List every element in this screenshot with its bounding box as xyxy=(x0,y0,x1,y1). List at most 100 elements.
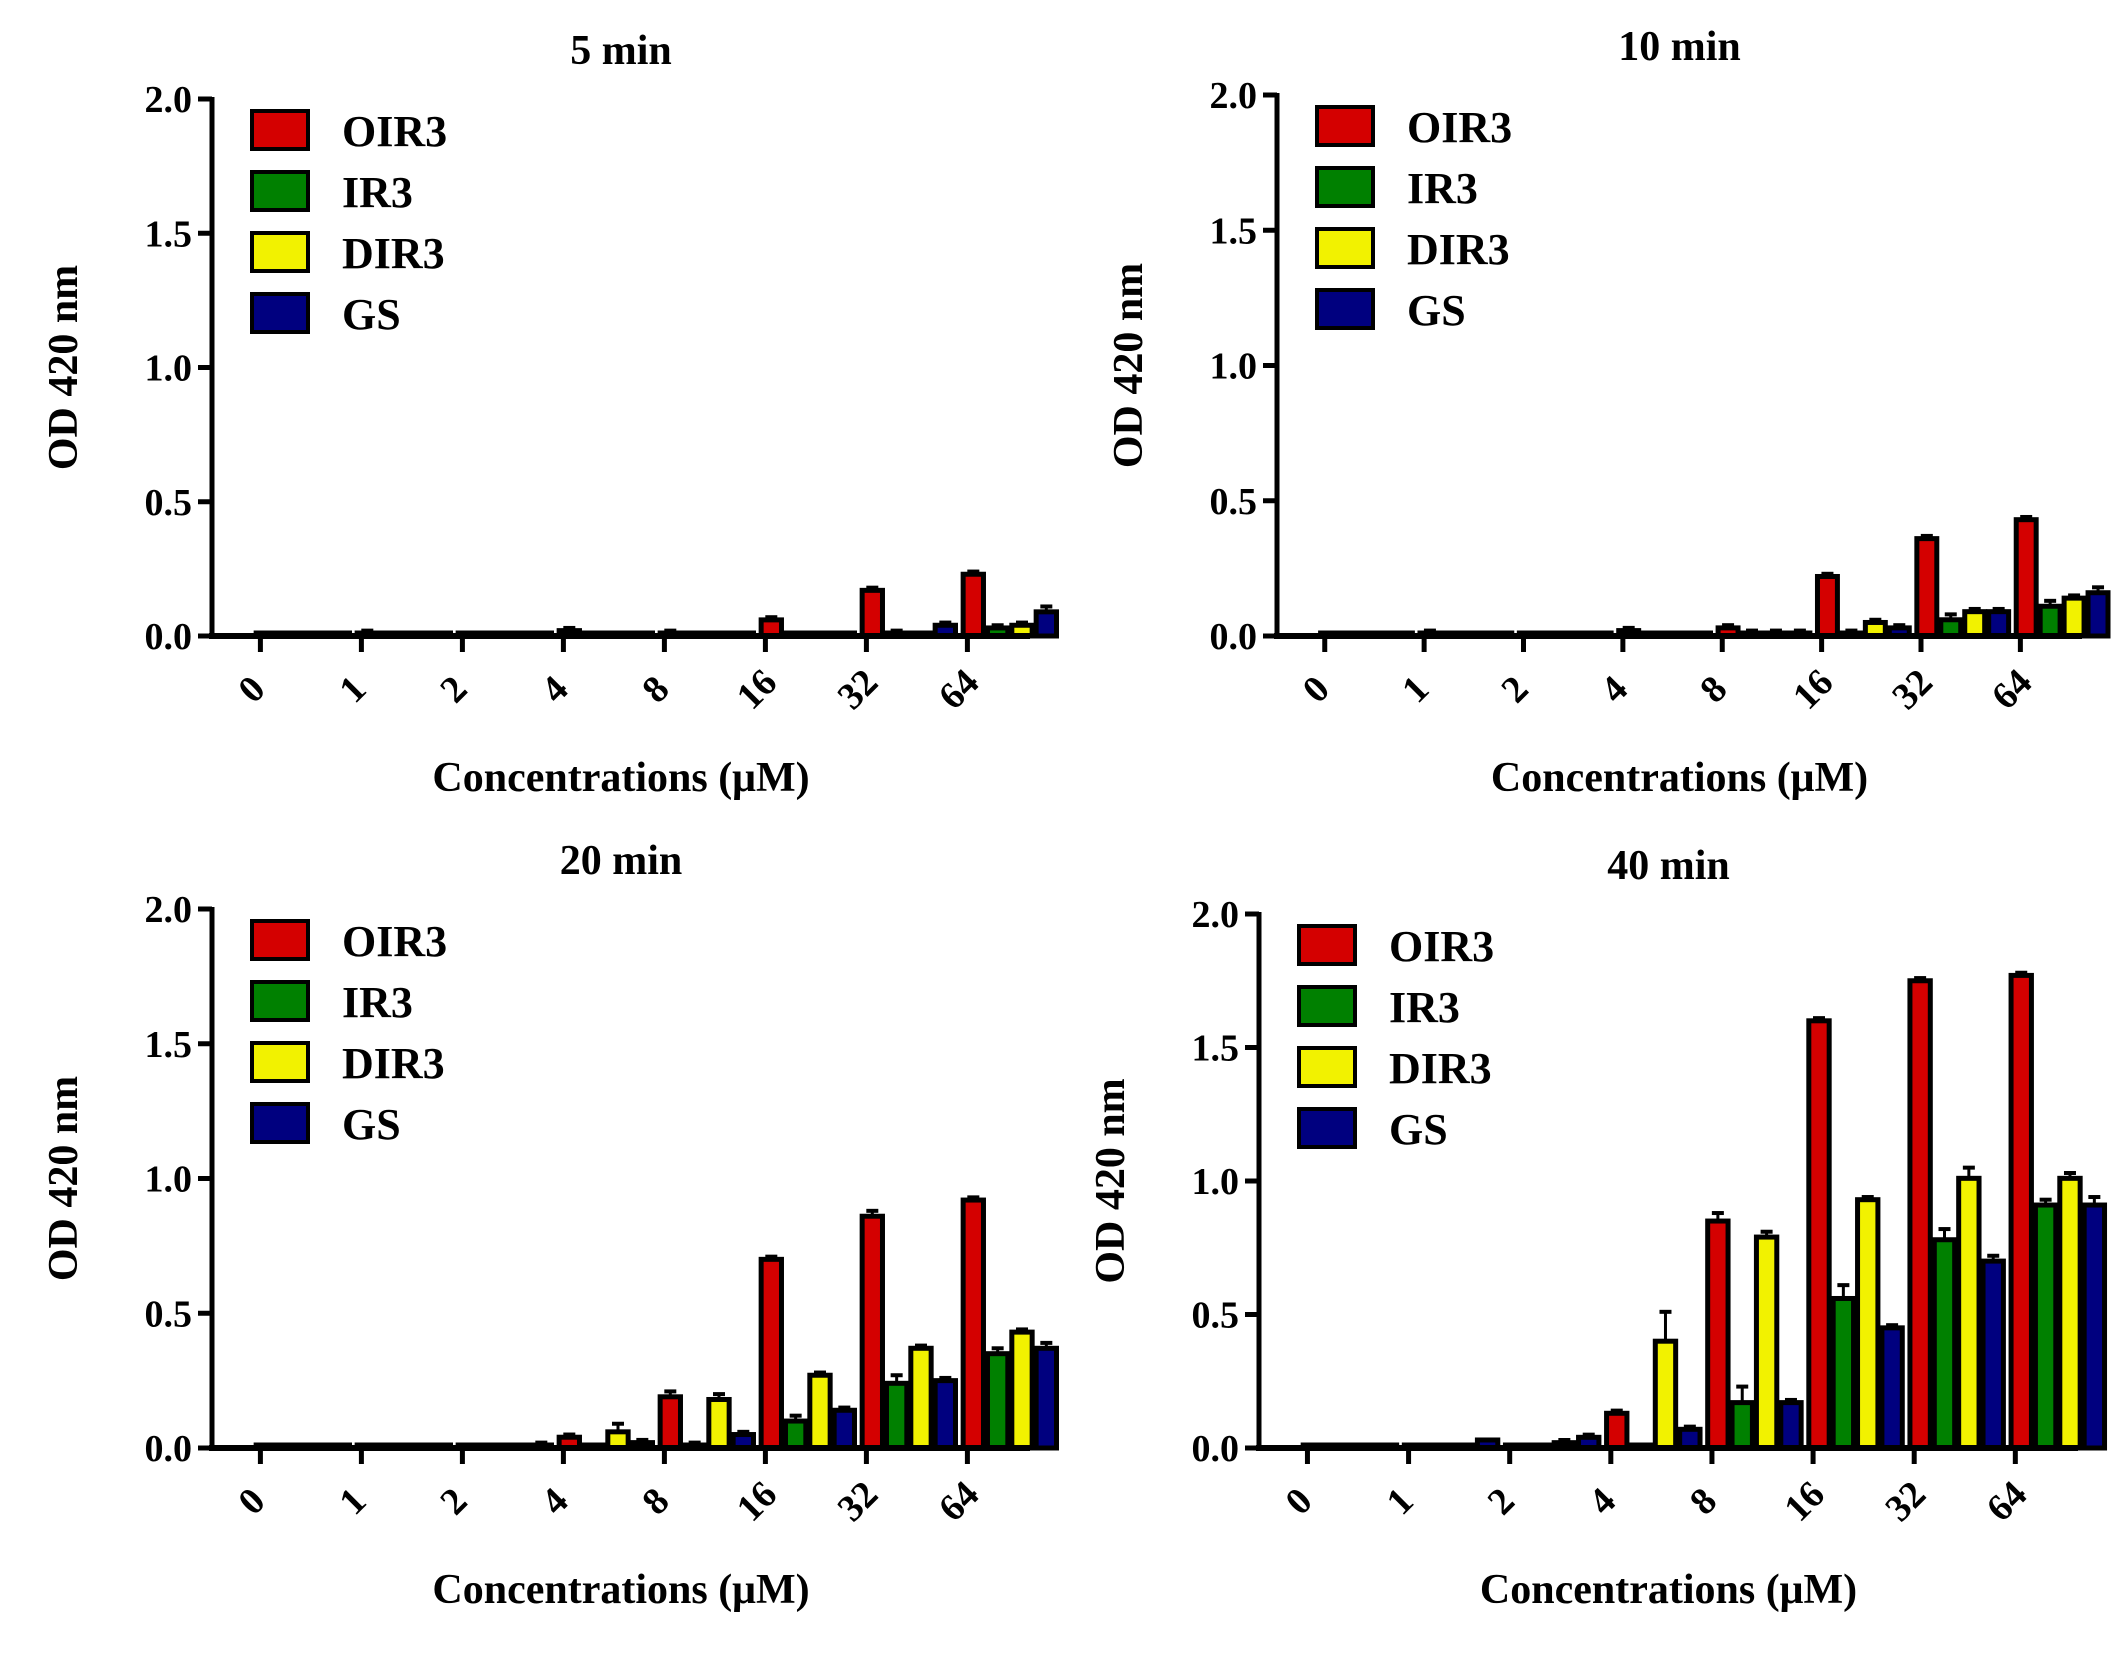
legend-label-DIR3: DIR3 xyxy=(1389,1044,1492,1093)
y-tick-label: 0.5 xyxy=(145,482,193,524)
legend-swatch-OIR3 xyxy=(1315,105,1375,147)
bar-IR3-8 xyxy=(1729,1400,1755,1451)
bar-GS-64 xyxy=(1033,609,1059,639)
bar-OIR3-8 xyxy=(657,1394,683,1451)
x-tick-label: 1 xyxy=(1379,1480,1422,1523)
x-tick-label: 64 xyxy=(1984,661,2041,718)
y-axis-label: OD 420 nm xyxy=(41,1076,87,1281)
y-tick-label: 1.0 xyxy=(145,348,193,390)
bar-DIR3-16 xyxy=(807,1372,833,1451)
x-tick-label: 32 xyxy=(1884,661,1941,718)
x-tick-label: 0 xyxy=(1277,1480,1320,1523)
bar-GS-32 xyxy=(1986,609,2012,639)
y-axis-label: OD 420 nm xyxy=(1088,1078,1134,1283)
y-tick-label: 1.0 xyxy=(1192,1161,1240,1203)
legend-label-GS: GS xyxy=(342,1100,401,1149)
y-axis-label: OD 420 nm xyxy=(41,265,87,470)
legend-swatch-DIR3 xyxy=(250,231,310,273)
x-tick-label: 2 xyxy=(432,668,475,711)
legend-label-OIR3: OIR3 xyxy=(342,107,447,156)
x-tick-label: 0 xyxy=(230,668,273,711)
legend-swatch-GS xyxy=(1297,1107,1357,1149)
x-tick-label: 16 xyxy=(1785,661,1842,718)
bar-GS-8 xyxy=(1778,1400,1804,1451)
bar-IR3-32 xyxy=(1931,1237,1958,1451)
bar-DIR3-8 xyxy=(706,1396,732,1451)
bar-OIR3-16 xyxy=(758,1256,784,1451)
bar-OIR3-32 xyxy=(859,1213,885,1451)
bar-OIR3-16 xyxy=(1814,573,1840,639)
x-tick-label: 0 xyxy=(230,1480,273,1523)
legend-swatch-IR3 xyxy=(250,980,310,1022)
y-tick-label: 0.0 xyxy=(145,1428,193,1470)
x-tick-label: 8 xyxy=(634,1480,677,1523)
bar-IR3-16 xyxy=(782,1418,809,1451)
x-tick-label: 0 xyxy=(1295,668,1338,711)
legend-label-DIR3: DIR3 xyxy=(1407,225,1510,274)
x-axis-label: Concentrations (μM) xyxy=(1491,755,1868,801)
x-tick-label: 4 xyxy=(533,668,576,711)
y-tick-label: 1.0 xyxy=(1210,346,1258,388)
legend-label-IR3: IR3 xyxy=(1407,164,1478,213)
legend-label-OIR3: OIR3 xyxy=(1407,103,1512,152)
legend-label-DIR3: DIR3 xyxy=(342,1039,445,1088)
chart-title: 40 min xyxy=(1607,843,1730,889)
x-tick-label: 1 xyxy=(331,1480,374,1523)
bar-GS-64 xyxy=(2081,1202,2108,1451)
x-axis-label: Concentrations (μM) xyxy=(432,755,809,801)
bar-OIR3-16 xyxy=(1806,1018,1832,1451)
bar-OIR3-64 xyxy=(2008,972,2034,1451)
x-tick-label: 2 xyxy=(1480,1480,1523,1523)
x-tick-label: 16 xyxy=(729,661,786,718)
legend-swatch-GS xyxy=(250,1102,310,1144)
bar-DIR3-32 xyxy=(1962,609,1988,639)
chart-panel-40-min: 40 min OD 420 nm Concentrations (μM) 0.0 0.5… xyxy=(1088,843,2108,1613)
y-tick-label: 1.5 xyxy=(1192,1028,1240,1070)
bar-DIR3-64 xyxy=(1009,1329,1035,1451)
x-tick-label: 64 xyxy=(1979,1473,2036,1530)
bar-GS-32 xyxy=(1980,1258,2006,1451)
x-tick-label: 32 xyxy=(830,661,887,718)
legend-swatch-OIR3 xyxy=(1297,924,1357,966)
x-tick-label: 8 xyxy=(634,668,677,711)
bar-GS-16 xyxy=(831,1407,857,1451)
chart-panel-20-min: 20 min OD 420 nm Concentrations (μM) 0.0 0.5… xyxy=(41,838,1059,1613)
legend-swatch-DIR3 xyxy=(1315,227,1375,269)
bar-DIR3-16 xyxy=(1855,1197,1881,1451)
x-tick-label: 4 xyxy=(533,1480,576,1523)
y-tick-label: 1.5 xyxy=(145,213,193,255)
chart-title: 10 min xyxy=(1618,24,1741,70)
x-tick-label: 32 xyxy=(1877,1473,1934,1530)
bar-DIR3-64 xyxy=(2061,595,2087,639)
x-tick-label: 16 xyxy=(1776,1473,1833,1530)
x-tick-label: 16 xyxy=(729,1473,786,1530)
x-tick-label: 2 xyxy=(432,1480,475,1523)
bar-IR3-64 xyxy=(2037,603,2063,639)
y-tick-label: 2.0 xyxy=(145,79,193,121)
legend-label-GS: GS xyxy=(1389,1105,1448,1154)
legend-label-GS: GS xyxy=(1407,286,1466,335)
x-tick-label: 8 xyxy=(1682,1480,1725,1523)
bar-OIR3-64 xyxy=(960,571,986,639)
y-tick-label: 1.5 xyxy=(1210,210,1258,252)
x-tick-label: 2 xyxy=(1493,668,1536,711)
y-tick-label: 0.5 xyxy=(1192,1295,1240,1337)
legend-swatch-OIR3 xyxy=(250,919,310,961)
y-tick-label: 0.0 xyxy=(1192,1428,1240,1470)
bar-DIR3-8 xyxy=(1753,1234,1780,1451)
x-tick-label: 64 xyxy=(931,661,988,718)
y-tick-label: 2.0 xyxy=(1192,894,1240,936)
y-tick-label: 0.0 xyxy=(1210,616,1258,658)
y-tick-label: 0.0 xyxy=(145,616,193,658)
legend-label-OIR3: OIR3 xyxy=(342,917,447,966)
bar-OIR3-64 xyxy=(2013,517,2039,639)
bar-DIR3-32 xyxy=(1956,1175,1982,1451)
bar-IR3-32 xyxy=(883,1380,910,1451)
y-tick-label: 0.5 xyxy=(1210,481,1258,523)
legend-swatch-GS xyxy=(1315,288,1375,330)
x-axis-label: Concentrations (μM) xyxy=(1480,1567,1857,1613)
x-axis-label: Concentrations (μM) xyxy=(432,1567,809,1613)
bar-IR3-64 xyxy=(2032,1202,2059,1451)
x-tick-label: 1 xyxy=(331,668,374,711)
y-tick-label: 0.5 xyxy=(145,1293,193,1335)
